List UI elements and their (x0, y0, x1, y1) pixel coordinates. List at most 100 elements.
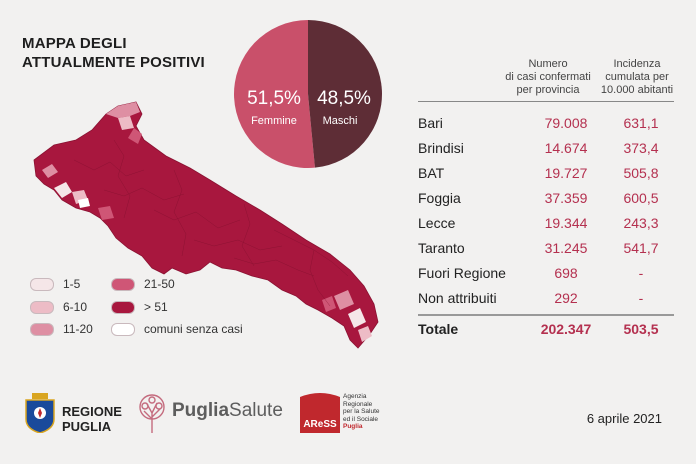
header-line: di casi confermati (505, 71, 591, 83)
pie-male-label: Maschi (323, 115, 358, 127)
row-cases: 79.008 (544, 115, 588, 131)
table-row: Non attribuiti 292 - (418, 285, 674, 311)
row-province: Non attribuiti (418, 290, 497, 306)
legend-label: 21-50 (144, 277, 175, 291)
total-cases: 202.347 (540, 321, 592, 337)
legend-swatch (111, 300, 135, 314)
table-row: Bari 79.008 631,1 (418, 110, 674, 136)
map-patch-gargano-3 (128, 128, 142, 144)
row-province: Lecce (418, 215, 456, 231)
column-header-cases: Numero di casi confermati per provincia (500, 58, 596, 97)
column-header-incidence: Incidenza cumulata per 10.000 abitanti (596, 58, 678, 97)
legend-item-over-51: > 51 (111, 300, 168, 314)
total-label: Totale (418, 321, 459, 337)
regione-puglia-crest-icon (24, 393, 56, 438)
legend-swatch (30, 300, 54, 314)
table-row: Foggia 37.359 600,5 (418, 185, 674, 211)
map-patch-gargano-2 (118, 116, 134, 130)
aress-line: Agenzia (343, 393, 367, 400)
aress-agency-text: Agenzia Regionale per la Salute ed il So… (343, 393, 380, 431)
gender-pie-chart: 51,5% Femmine 48,5% Maschi (232, 18, 384, 170)
puglia-map (14, 100, 384, 360)
legend-item-no-cases: comuni senza casi (111, 322, 243, 336)
municipality-borders (73, 139, 349, 307)
legend-label: comuni senza casi (144, 322, 243, 336)
map-patch-salento-1 (334, 290, 354, 310)
map-patch-west-4 (78, 198, 90, 208)
report-date: 6 aprile 2021 (586, 411, 662, 426)
row-incidence: 631,1 (623, 115, 659, 131)
row-incidence: 541,7 (623, 240, 659, 256)
legend-item-6-10: 6-10 (30, 300, 87, 314)
row-cases: 31.245 (544, 240, 588, 256)
legend-label: 1-5 (63, 277, 81, 291)
legend-item-11-20: 11-20 (30, 322, 93, 336)
regione-puglia-logo-text: REGIONE PUGLIA (62, 404, 122, 434)
pie-slice-male (308, 20, 382, 168)
map-patch-salento-3 (358, 326, 372, 342)
table-row: Lecce 19.344 243,3 (418, 210, 674, 236)
aress-logo-icon: AReSS (300, 391, 340, 438)
legend-label: 6-10 (63, 300, 88, 314)
row-incidence: - (638, 290, 644, 306)
legend-label: 11-20 (63, 322, 93, 336)
row-cases: 292 (554, 290, 578, 306)
row-cases: 37.359 (544, 190, 588, 206)
table-row: Taranto 31.245 541,7 (418, 235, 674, 261)
pie-female-pct: 51,5% (247, 88, 301, 109)
row-province: Fuori Regione (418, 265, 506, 281)
row-incidence: 243,3 (623, 215, 659, 231)
map-patch-gargano-1 (106, 102, 140, 118)
map-patch-west-5 (98, 206, 114, 220)
map-patch-west-1 (42, 164, 58, 178)
header-line: per provincia (516, 84, 580, 96)
legend-item-1-5: 1-5 (30, 277, 80, 291)
row-cases: 14.674 (544, 140, 588, 156)
row-province: Bari (418, 115, 443, 131)
row-province: Taranto (418, 240, 465, 256)
regione-line-2: PUGLIA (62, 419, 112, 434)
puglia-salute-light: Salute (229, 400, 283, 421)
aress-line: per la Salute (343, 408, 380, 415)
header-line: cumulata per (605, 71, 669, 83)
row-incidence: 505,8 (623, 165, 659, 181)
legend-item-21-50: 21-50 (111, 277, 175, 291)
map-patch-west-2 (54, 182, 72, 198)
legend-swatch (111, 277, 135, 291)
aress-logo-label: AReSS (303, 419, 337, 430)
aress-line: ed il Sociale (343, 415, 379, 423)
header-line: Numero (528, 58, 568, 70)
map-patch-salento-2 (348, 308, 366, 328)
legend-swatch (111, 322, 135, 336)
puglia-salute-bold: Puglia (172, 400, 230, 421)
legend-swatch (30, 322, 54, 336)
header-line: 10.000 abitanti (600, 84, 674, 96)
total-incidence: 503,5 (623, 321, 659, 337)
table-row: BAT 19.727 505,8 (418, 160, 674, 186)
table-total-row: Totale 202.347 503,5 (418, 316, 674, 342)
aress-line: Puglia (343, 423, 363, 430)
table-total-divider (418, 314, 674, 316)
legend-label: > 51 (144, 300, 168, 314)
table-row: Brindisi 14.674 373,4 (418, 135, 674, 161)
aress-line: Regionale (343, 400, 373, 408)
row-province: BAT (418, 165, 445, 181)
title-line-1: MAPPA DEGLI (22, 35, 127, 52)
table-row: Fuori Regione 698 - (418, 260, 674, 286)
row-cases: 19.727 (544, 165, 588, 181)
row-incidence: 373,4 (623, 140, 659, 156)
page-title: MAPPA DEGLI ATTUALMENTE POSITIVI (22, 34, 205, 72)
title-line-2: ATTUALMENTE POSITIVI (22, 54, 205, 71)
pie-female-label: Femmine (251, 115, 297, 127)
row-province: Brindisi (418, 140, 464, 156)
row-cases: 19.344 (544, 215, 588, 231)
row-incidence: 600,5 (623, 190, 659, 206)
header-line: Incidenza (613, 58, 661, 70)
puglia-salute-logo-text: PugliaSalute (172, 400, 283, 422)
row-cases: 698 (554, 265, 578, 281)
row-province: Foggia (418, 190, 461, 206)
pie-male-pct: 48,5% (317, 88, 371, 109)
legend-swatch (30, 277, 54, 291)
puglia-salute-tree-icon (134, 393, 170, 438)
regione-line-1: REGIONE (62, 404, 122, 419)
